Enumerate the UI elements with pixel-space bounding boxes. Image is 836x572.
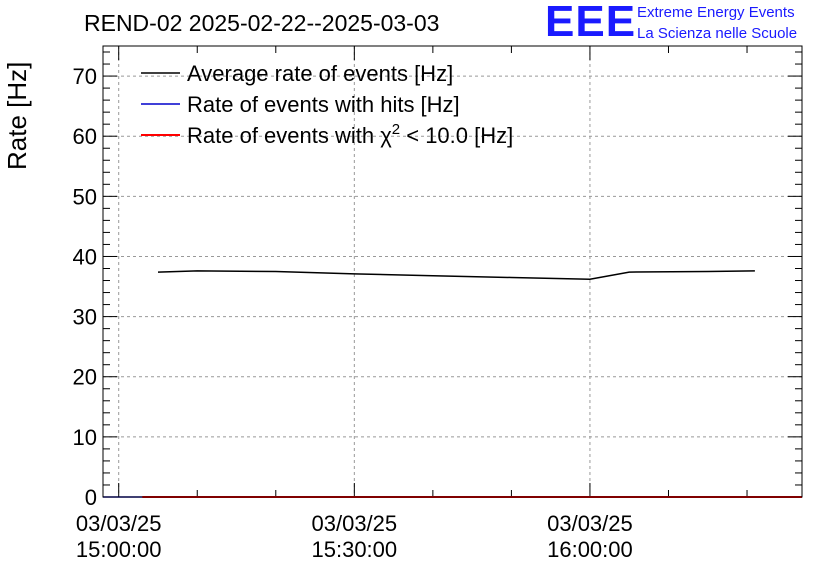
logo-line-1: Extreme Energy Events (637, 4, 795, 21)
plot-frame (102, 45, 803, 498)
y-tick-label: 10 (73, 425, 97, 450)
y-tick-label: 60 (73, 124, 97, 149)
x-tick-label-date: 03/03/25 (76, 511, 162, 536)
x-tick-label-date: 03/03/25 (312, 511, 398, 536)
y-tick-label: 20 (73, 365, 97, 390)
y-tick-label: 40 (73, 244, 97, 269)
y-tick-label: 0 (85, 485, 97, 510)
x-tick-label-time: 15:00:00 (76, 537, 162, 562)
series-lines (103, 270, 802, 498)
eee-logo: EEE (545, 0, 637, 46)
legend-label-0: Average rate of events [Hz] (187, 61, 453, 86)
x-tick-label-date: 03/03/25 (547, 511, 633, 536)
legend: Average rate of events [Hz] Rate of event… (141, 61, 513, 148)
y-tick-labels: 0 10 20 30 40 50 60 70 (73, 64, 97, 510)
chart-title: REND-02 2025-02-22--2025-03-03 (84, 10, 440, 36)
series-line-0 (157, 270, 755, 281)
legend-label-1: Rate of events with hits [Hz] (187, 92, 460, 117)
y-tick-label: 70 (73, 64, 97, 89)
x-tick-label-time: 16:00:00 (547, 537, 633, 562)
grid (103, 46, 802, 497)
legend-label-2: Rate of events with χ2 < 10.0 [Hz] (187, 121, 513, 148)
logo-line-2: La Scienza nelle Scuole (637, 25, 798, 42)
x-tick-labels: 03/03/2515:00:0003/03/2515:30:0003/03/25… (76, 511, 633, 562)
y-tick-label: 30 (73, 305, 97, 330)
axis-ticks (103, 46, 802, 498)
y-tick-label: 50 (73, 184, 97, 209)
x-tick-label-time: 15:30:00 (312, 537, 398, 562)
